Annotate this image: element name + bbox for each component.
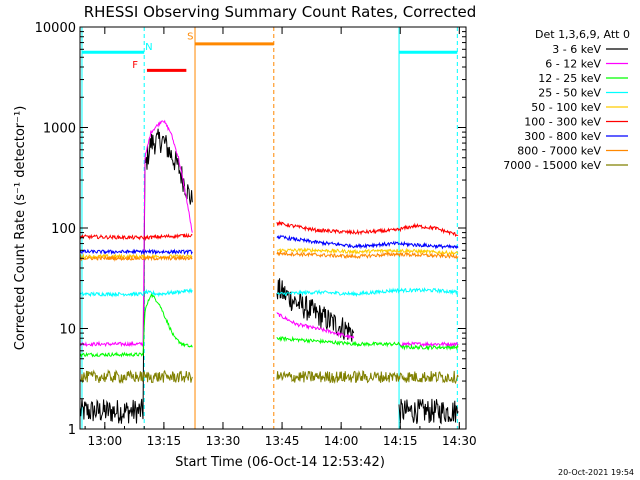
x-axis-label: Start Time (06-Oct-14 12:53:42) bbox=[175, 455, 385, 470]
x-axis: 13:00 13:15 13:30 13:45 14:00 14:15 14:30 bbox=[84, 27, 477, 448]
series-line-0-1 bbox=[276, 278, 355, 342]
series-line-7-1 bbox=[276, 250, 459, 260]
annotation-s: S bbox=[187, 32, 193, 43]
series-line-5-1 bbox=[276, 220, 459, 237]
series-8 bbox=[79, 369, 459, 385]
y-axis: 1 10 100 1000 10000 bbox=[35, 21, 466, 438]
legend: Det 1,3,6,9, Att 0 3 - 6 keV 6 - 12 keV12… bbox=[503, 28, 630, 172]
y-tick-label-1: 10 bbox=[59, 323, 76, 338]
legend-label-1: 6 - 12 keV bbox=[545, 58, 601, 71]
x-tick-label-4: 14:00 bbox=[324, 434, 359, 448]
y-axis-label: Corrected Count Rate (s⁻¹ detector⁻¹) bbox=[13, 106, 28, 351]
legend-label-4: 50 - 100 keV bbox=[531, 101, 601, 114]
legend-label-7: 800 - 7000 keV bbox=[517, 145, 601, 158]
series-line-0-0 bbox=[79, 128, 193, 424]
x-tick-label-1: 13:15 bbox=[147, 434, 182, 448]
x-tick-label-2: 13:30 bbox=[206, 434, 241, 448]
x-tick-label-0: 13:00 bbox=[88, 434, 123, 448]
annotation-n: N bbox=[145, 42, 152, 53]
x-tick-label-3: 13:45 bbox=[265, 434, 300, 448]
series-line-3-0 bbox=[79, 287, 193, 298]
y-tick-label-0: 1 bbox=[68, 423, 76, 438]
series-6 bbox=[79, 234, 459, 256]
series-line-5-0 bbox=[79, 232, 193, 242]
series-line-2-1 bbox=[276, 335, 459, 351]
footer-date: 20-Oct-2021 19:54 bbox=[558, 468, 634, 477]
annotation-f: F bbox=[132, 60, 138, 71]
series-line-8-1 bbox=[276, 370, 459, 385]
series-line-1-2 bbox=[398, 341, 459, 348]
series-line-1-0 bbox=[79, 119, 193, 348]
series-line-0-2 bbox=[398, 398, 459, 425]
series-line-6-1 bbox=[276, 234, 459, 250]
legend-header: Det 1,3,6,9, Att 0 bbox=[535, 28, 630, 41]
legend-label-2: 12 - 25 keV bbox=[538, 72, 601, 85]
chart-title: RHESSI Observing Summary Count Rates, Co… bbox=[84, 3, 477, 21]
legend-label-5: 100 - 300 keV bbox=[524, 116, 601, 129]
plot-area: NF S bbox=[79, 27, 459, 429]
x-tick-label-5: 14:15 bbox=[383, 434, 418, 448]
series-line-7-0 bbox=[79, 254, 193, 262]
series-3 bbox=[79, 287, 459, 298]
legend-label-8: 7000 - 15000 keV bbox=[503, 159, 601, 172]
y-tick-label-4: 10000 bbox=[35, 21, 76, 36]
series-line-3-1 bbox=[276, 287, 459, 298]
legend-label-6: 300 - 800 keV bbox=[524, 130, 601, 143]
series-line-8-0 bbox=[79, 369, 193, 384]
series-2 bbox=[79, 291, 459, 358]
x-tick-label-6: 14:30 bbox=[442, 434, 477, 448]
series-1 bbox=[79, 119, 459, 348]
series-line-1-1 bbox=[276, 312, 355, 340]
y-tick-label-3: 1000 bbox=[43, 122, 76, 137]
series-line-6-0 bbox=[79, 248, 193, 256]
series-line-4-1 bbox=[276, 247, 459, 257]
series-5 bbox=[79, 220, 459, 242]
legend-label-0: 3 - 6 keV bbox=[552, 43, 601, 56]
series-0 bbox=[79, 128, 459, 425]
series-line-2-0 bbox=[79, 291, 193, 358]
legend-label-3: 25 - 50 keV bbox=[538, 87, 601, 100]
y-tick-label-2: 100 bbox=[51, 222, 76, 237]
series-7 bbox=[79, 250, 459, 262]
